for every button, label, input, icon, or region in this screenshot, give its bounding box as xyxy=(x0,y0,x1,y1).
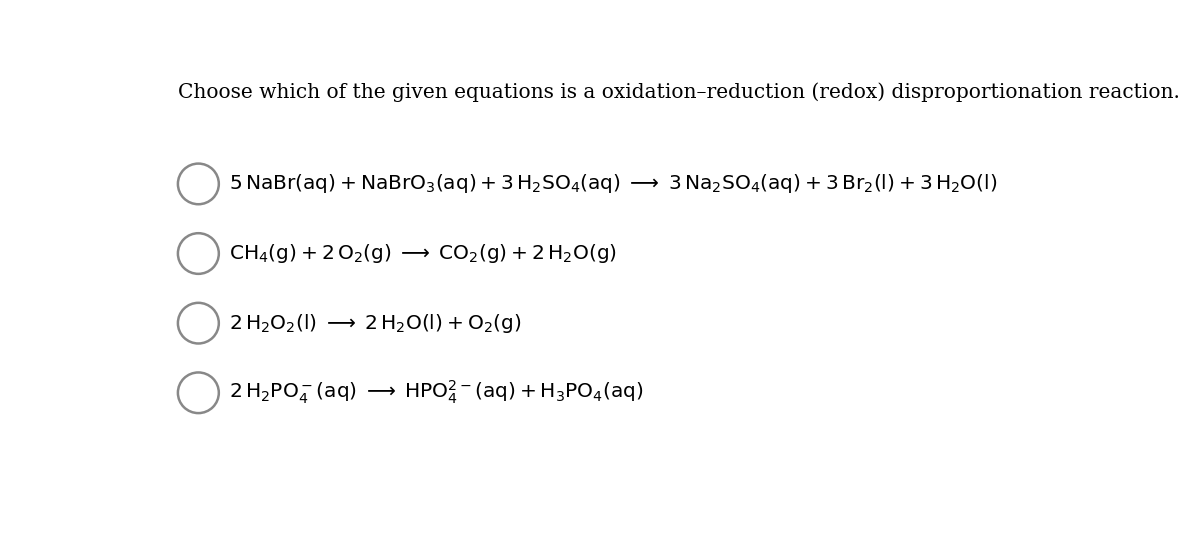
Text: $\mathrm{CH_4(g) + 2\,O_2(g) \;\longrightarrow\; CO_2(g) + 2\,H_2O(g)}$: $\mathrm{CH_4(g) + 2\,O_2(g) \;\longrigh… xyxy=(229,242,617,265)
Text: $5\,\mathrm{NaBr(aq) + NaBrO_3(aq) + 3\,H_2SO_4(aq) \;\longrightarrow\; 3\,Na_2S: $5\,\mathrm{NaBr(aq) + NaBrO_3(aq) + 3\,… xyxy=(229,173,997,196)
Text: $\mathrm{2\,H_2O_2(l) \;\longrightarrow\; 2\,H_2O(l) + O_2(g)}$: $\mathrm{2\,H_2O_2(l) \;\longrightarrow\… xyxy=(229,312,522,335)
Text: $\mathrm{2\,H_2PO_4^-(aq) \;\longrightarrow\; HPO_4^{2-}(aq) + H_3PO_4(aq)}$: $\mathrm{2\,H_2PO_4^-(aq) \;\longrightar… xyxy=(229,379,643,407)
Text: Choose which of the given equations is a oxidation–reduction (redox) disproporti: Choose which of the given equations is a… xyxy=(178,83,1180,102)
